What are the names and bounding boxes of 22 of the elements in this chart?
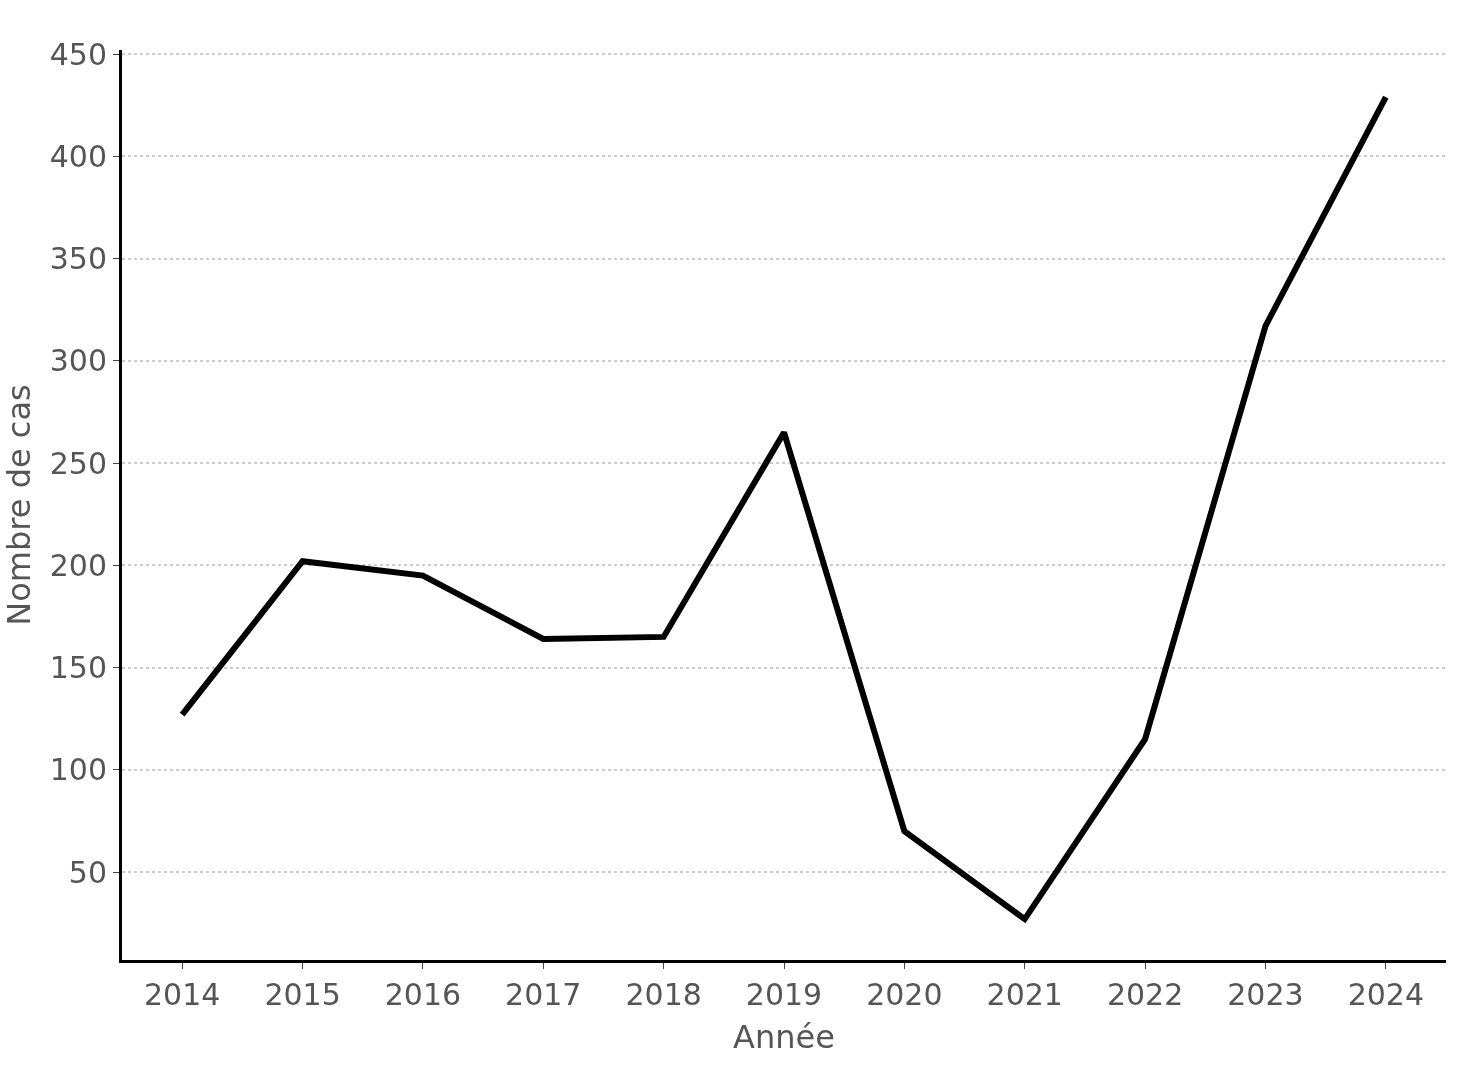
y-tick-label: 350	[49, 241, 107, 277]
y-tick-label: 400	[49, 138, 107, 174]
y-tick-label: 250	[49, 445, 107, 481]
y-tick-label: 150	[49, 650, 107, 686]
y-tick-label: 300	[49, 343, 107, 379]
x-tick-label: 2022	[1106, 977, 1184, 1012]
x-tick-label: 2016	[384, 977, 462, 1012]
y-tick-label: 200	[49, 547, 107, 583]
x-tick-label: 2017	[505, 977, 582, 1012]
x-tick-label: 2014	[144, 977, 221, 1012]
x-axis-title: Année	[733, 1017, 835, 1056]
y-axis-title: Nombre de cas	[0, 384, 38, 626]
y-tick-label: 100	[49, 752, 107, 788]
y-tick-label: 450	[49, 36, 107, 72]
x-tick-label: 2015	[264, 977, 341, 1012]
x-tick-label: 2021	[986, 977, 1063, 1012]
x-tick-label: 2018	[625, 977, 702, 1012]
x-tick-label: 2024	[1347, 977, 1424, 1012]
y-tick-label: 50	[68, 854, 107, 890]
x-tick-label: 2019	[745, 977, 823, 1012]
x-tick-label: 2020	[866, 977, 943, 1012]
x-tick-label: 2023	[1227, 977, 1304, 1012]
